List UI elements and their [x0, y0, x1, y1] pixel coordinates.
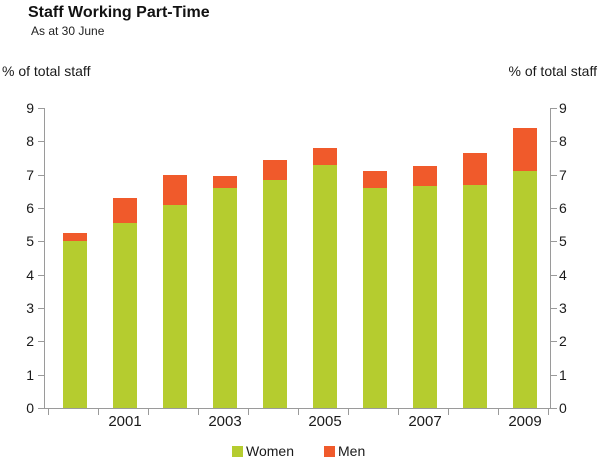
x-tick: [98, 409, 99, 415]
x-tick: [348, 409, 349, 415]
left-y-tick-label: 8: [26, 133, 34, 150]
x-axis-label-2003: 2003: [208, 413, 242, 430]
right-y-tick: [551, 141, 557, 143]
right-y-tick: [551, 274, 557, 276]
left-y-tick: [38, 108, 44, 109]
bar-men-2004: [263, 159, 287, 180]
right-y-tick: [551, 341, 557, 343]
right-y-tick-label: 3: [559, 300, 567, 316]
left-y-tick-label: 3: [26, 300, 34, 316]
left-y-tick-label: 7: [26, 166, 34, 183]
right-y-tick-label: 5: [559, 233, 567, 250]
bar-men-2006: [363, 171, 387, 188]
x-tick: [298, 409, 299, 415]
right-y-tick-label: 9: [559, 100, 567, 116]
bar-men-2009: [513, 128, 537, 172]
right-y-tick-label: 2: [559, 333, 567, 350]
x-axis-label-2005: 2005: [308, 413, 342, 430]
bar-women-2000: [63, 241, 87, 408]
x-tick: [248, 409, 249, 415]
left-y-tick: [38, 274, 44, 276]
right-y-tick: [551, 108, 557, 109]
right-y-tick-label: 4: [559, 266, 567, 283]
legend-label-men: Men: [338, 443, 366, 459]
bar-women-2008: [463, 184, 487, 408]
x-tick: [498, 409, 499, 415]
x-tick: [548, 409, 549, 415]
left-y-axis: [44, 108, 45, 409]
right-y-tick-label: 7: [559, 166, 567, 183]
bar-men-2005: [313, 148, 337, 165]
bar-women-2007: [413, 186, 437, 408]
right-y-tick: [551, 241, 557, 243]
left-y-tick: [38, 341, 44, 343]
left-y-tick-label: 9: [26, 100, 34, 116]
x-tick: [198, 409, 199, 415]
legend-item-men: Men: [324, 444, 365, 459]
left-y-tick-label: 2: [26, 333, 34, 350]
chart-title: Staff Working Part-Time: [28, 4, 210, 21]
right-y-tick: [551, 208, 557, 209]
bar-men-2007: [413, 166, 437, 187]
women-color-swatch: [232, 446, 243, 457]
bar-women-2003: [213, 188, 237, 408]
left-y-tick: [38, 408, 44, 409]
bar-women-2005: [313, 164, 337, 408]
left-y-tick-label: 1: [26, 366, 34, 383]
x-tick: [398, 409, 399, 415]
left-axis-unit-label: % of total staff: [2, 63, 91, 79]
x-tick: [448, 409, 449, 415]
right-y-tick-label: 0: [559, 400, 567, 416]
right-y-tick: [551, 308, 557, 309]
bar-women-2002: [163, 204, 187, 408]
left-y-tick: [38, 141, 44, 143]
x-axis-label-2001: 2001: [108, 413, 142, 430]
men-color-swatch: [324, 446, 335, 457]
right-y-tick-label: 8: [559, 133, 567, 150]
bar-women-2001: [113, 223, 137, 408]
x-axis-label-2007: 2007: [408, 413, 442, 430]
bar-women-2009: [513, 171, 537, 408]
left-y-tick-label: 0: [26, 400, 34, 416]
left-y-tick-label: 4: [26, 266, 34, 283]
bar-men-2000: [63, 233, 87, 242]
x-axis-label-2009: 2009: [508, 413, 542, 430]
chart-subtitle: As at 30 June: [31, 24, 105, 38]
bar-men-2001: [113, 198, 137, 223]
bar-women-2004: [263, 179, 287, 408]
legend: Women Men: [0, 444, 600, 459]
left-y-tick: [38, 308, 44, 309]
legend-item-women: Women: [232, 444, 294, 459]
left-y-tick: [38, 241, 44, 243]
bar-men-2002: [163, 174, 187, 205]
bar-men-2003: [213, 176, 237, 188]
right-y-tick-label: 1: [559, 366, 567, 383]
left-y-tick: [38, 208, 44, 209]
right-y-axis: [550, 108, 551, 409]
right-y-tick: [551, 174, 557, 176]
legend-label-women: Women: [246, 443, 294, 459]
right-y-tick: [551, 374, 557, 376]
right-axis-unit-label: % of total staff: [508, 63, 597, 79]
x-tick: [48, 409, 49, 415]
left-y-tick: [38, 374, 44, 376]
right-y-tick-label: 6: [559, 200, 567, 216]
left-y-tick-label: 6: [26, 200, 34, 216]
x-axis: [44, 408, 551, 409]
left-y-tick: [38, 174, 44, 176]
bar-women-2006: [363, 188, 387, 408]
right-y-tick: [551, 408, 557, 409]
left-y-tick-label: 5: [26, 233, 34, 250]
bar-men-2008: [463, 153, 487, 185]
x-tick: [148, 409, 149, 415]
